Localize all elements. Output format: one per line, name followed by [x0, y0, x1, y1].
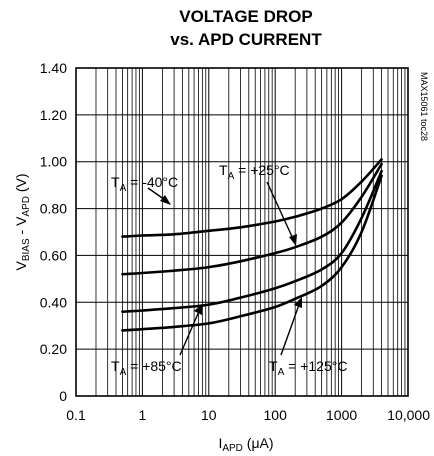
series-line-3 — [121, 174, 383, 332]
y-tick-label: 1.00 — [40, 154, 67, 170]
annotation-minus40: TA = -40°C — [111, 174, 178, 194]
arrow-head-icon — [294, 297, 302, 308]
y-tick-label: 0.40 — [40, 294, 67, 310]
y-tick-label: 0 — [59, 388, 67, 404]
y-tick-label: 0.20 — [40, 341, 67, 357]
annotation-arrow-plus25 — [266, 181, 295, 242]
x-tick-label: 10 — [201, 407, 217, 423]
y-tick-label: 0.60 — [40, 247, 67, 263]
series-lines — [121, 158, 383, 332]
annotation-arrow-plus125 — [280, 301, 301, 356]
y-tick-label: 0.80 — [40, 201, 67, 217]
x-tick-label: 0.1 — [66, 407, 86, 423]
annotation-plus85: TA = +85°C — [111, 358, 182, 378]
annotation-plus125: TA = +125°C — [269, 358, 347, 378]
x-tick-label: 1 — [139, 407, 147, 423]
arrow-head-icon — [289, 234, 297, 246]
y-tick-label: 1.40 — [40, 60, 67, 76]
arrow-head-icon — [194, 304, 202, 315]
annotation-arrow-plus85 — [179, 308, 201, 356]
x-tick-labels: 0.1 1 10 100 1000 10,000 — [66, 407, 430, 423]
figure-code: MAX15061 toc28 — [419, 72, 429, 141]
chart-title-line-1: VOLTAGE DROP — [179, 7, 313, 26]
x-tick-label: 100 — [264, 407, 288, 423]
plot-border — [75, 67, 409, 397]
y-axis-label: VBIAS - VAPD (V) — [13, 173, 32, 270]
y-tick-labels: 0 0.20 0.40 0.60 0.80 1.00 1.20 1.40 — [40, 60, 67, 404]
plot-grid — [75, 67, 409, 397]
y-tick-label: 1.20 — [40, 107, 67, 123]
chart-title-line-2: vs. APD CURRENT — [170, 30, 322, 49]
series-line-0 — [121, 158, 383, 238]
x-tick-label: 1000 — [326, 407, 357, 423]
annotation-plus25: TA = +25°C — [219, 162, 290, 182]
series-line-2 — [121, 169, 383, 313]
arrow-head-icon — [160, 195, 171, 205]
x-axis-label: IAPD (μA) — [218, 435, 273, 454]
x-tick-label: 10,000 — [387, 407, 430, 423]
plot-frame — [75, 67, 409, 397]
series-line-1 — [121, 162, 383, 276]
